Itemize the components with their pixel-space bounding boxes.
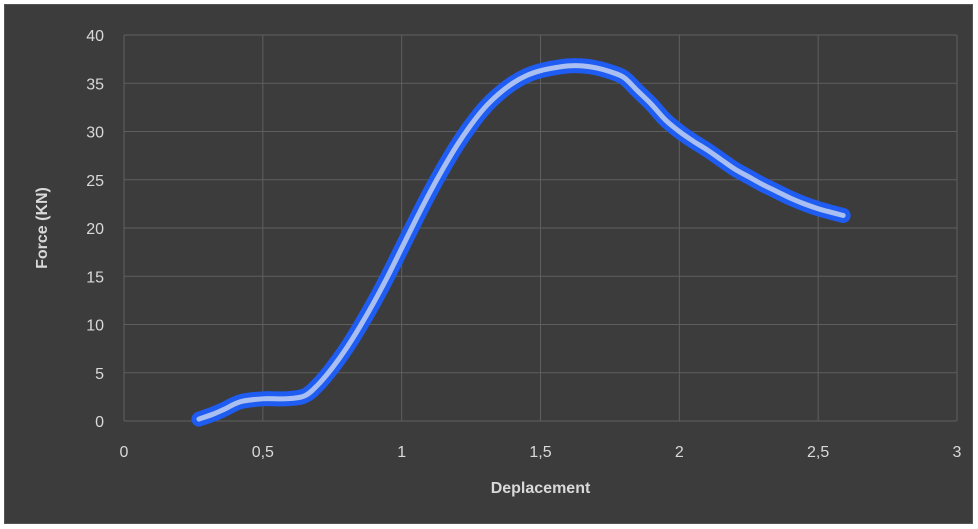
chart-frame: 0 5 10 15 20 25 30 35 40 0 0,5 1 1,5 2 2,5 3 Deplacemen… [4, 4, 973, 524]
x-axis-title: Deplacement [491, 480, 591, 497]
y-tick-label: 40 [86, 28, 104, 45]
x-tick-label: 3 [953, 444, 962, 461]
x-tick-label: 0,5 [252, 444, 274, 461]
series-line [196, 63, 846, 422]
y-tick-label: 35 [86, 76, 104, 93]
series-layer [191, 58, 851, 427]
y-tick-label: 25 [86, 173, 104, 190]
y-tick-label: 10 [86, 318, 104, 335]
y-axis-title: Force (KN) [34, 187, 51, 269]
x-tick-label: 2 [675, 444, 684, 461]
x-tick-label: 1 [397, 444, 406, 461]
y-tick-label: 30 [86, 125, 104, 142]
series-line-glow [191, 58, 851, 427]
y-tick-label: 15 [86, 269, 104, 286]
force-displacement-chart: 0 5 10 15 20 25 30 35 40 0 0,5 1 1,5 2 2,5 3 Deplacemen… [34, 28, 962, 497]
x-tick-label: 0 [120, 444, 129, 461]
y-tick-label: 0 [95, 414, 104, 431]
y-tick-label: 20 [86, 221, 104, 238]
y-tick-label: 5 [95, 366, 104, 383]
x-tick-label: 1,5 [529, 444, 551, 461]
tick-labels: 0 5 10 15 20 25 30 35 40 0 0,5 1 1,5 2 2,5 3 [86, 28, 961, 461]
x-tick-label: 2,5 [807, 444, 829, 461]
grid-lines [123, 34, 958, 422]
